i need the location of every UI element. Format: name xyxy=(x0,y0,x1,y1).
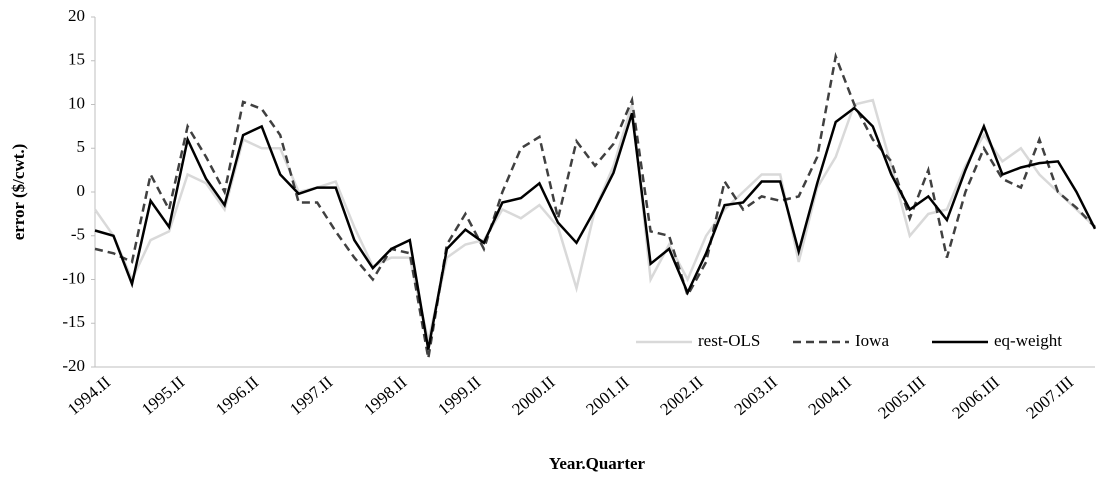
y-tick-label: -20 xyxy=(62,356,85,375)
y-tick-label: -10 xyxy=(62,268,85,287)
y-tick-label: -15 xyxy=(62,312,85,331)
y-tick-label: 5 xyxy=(77,137,86,156)
x-tick-label: 1998.II xyxy=(360,372,410,419)
x-tick-label: 2000.II xyxy=(508,372,558,419)
x-tick-label: 1997.II xyxy=(286,372,336,419)
x-tick-label: 2007.III xyxy=(1023,372,1078,422)
x-tick-label: 1995.II xyxy=(138,372,188,419)
series-line xyxy=(94,106,1097,350)
x-tick-label: 2005.III xyxy=(874,372,929,422)
y-axis-label: error ($/cwt.) xyxy=(9,144,28,241)
legend-label: eq-weight xyxy=(994,331,1062,350)
series-line xyxy=(94,51,1096,359)
x-axis-label: Year.Quarter xyxy=(549,454,646,473)
x-tick-label: 1994.II xyxy=(64,372,114,419)
series-line xyxy=(93,98,1096,342)
x-tick-label: 2004.II xyxy=(805,372,855,419)
y-tick-label: 15 xyxy=(68,50,85,69)
x-tick-label: 2002.II xyxy=(656,372,706,419)
x-tick-label: 2003.II xyxy=(731,372,781,419)
y-tick-label: -5 xyxy=(71,225,85,244)
y-tick-label: 10 xyxy=(68,93,85,112)
legend-label: Iowa xyxy=(855,331,889,350)
legend-label: rest-OLS xyxy=(698,331,760,350)
x-tick-label: 2006.III xyxy=(948,372,1003,422)
y-tick-label: 20 xyxy=(68,6,85,25)
x-tick-label: 1996.II xyxy=(212,372,262,419)
y-tick-label: 0 xyxy=(77,181,86,200)
x-tick-label: 2001.II xyxy=(582,372,632,419)
x-tick-label: 1999.II xyxy=(434,372,484,419)
